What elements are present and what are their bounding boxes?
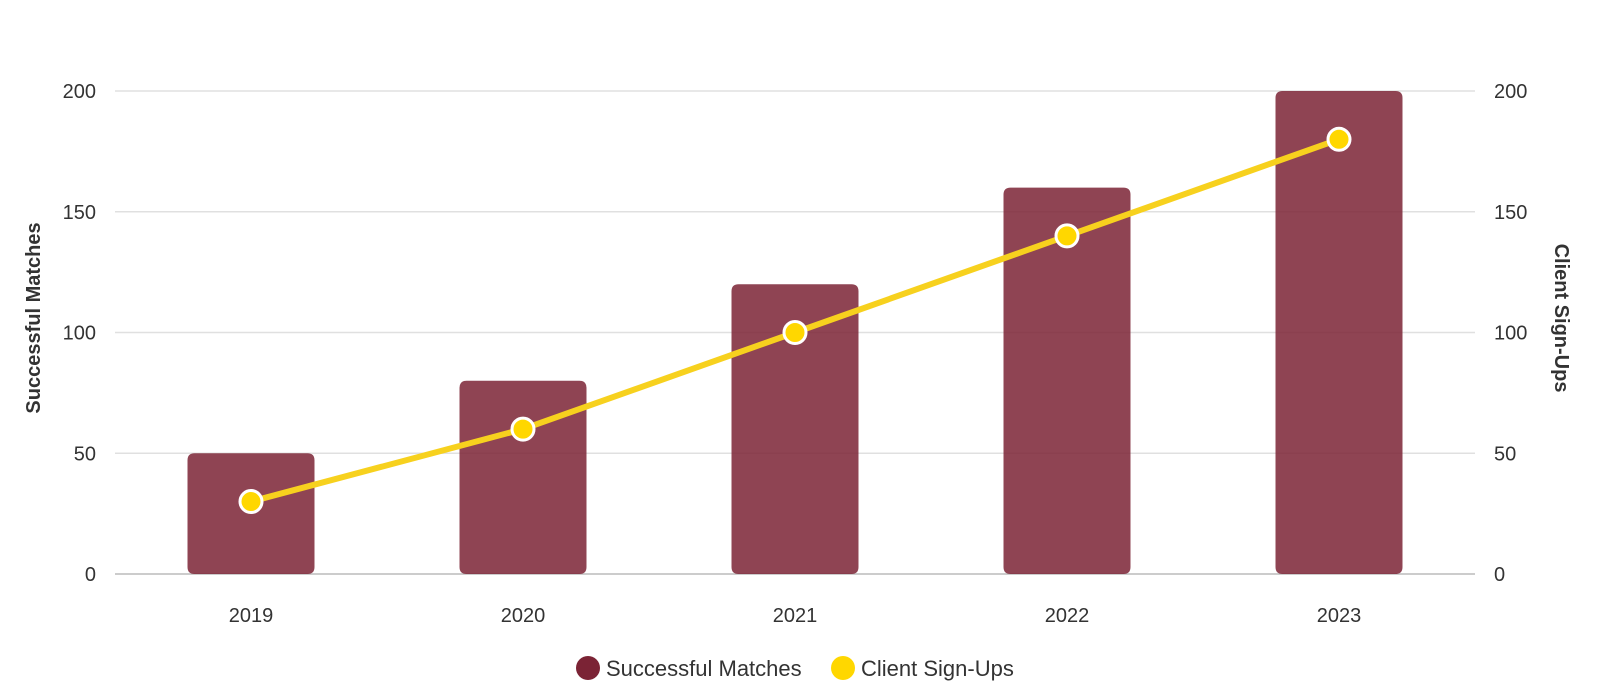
- legend-swatch-client-sign-ups: [831, 656, 855, 680]
- y-tick-label: 200: [63, 81, 96, 103]
- x-tick-label: 2021: [773, 605, 818, 627]
- legend: Successful Matches Client Sign-Ups: [576, 656, 1014, 681]
- y2-tick-label: 0: [1494, 564, 1505, 586]
- line-series: [238, 126, 1352, 515]
- point-2020[interactable]: [510, 416, 536, 442]
- y2-tick-label: 100: [1494, 323, 1527, 345]
- y2-tick-label: 50: [1494, 443, 1516, 465]
- y-axis-title: Successful Matches: [23, 222, 45, 413]
- x-tick-label: 2022: [1045, 605, 1090, 627]
- y-tick-label: 0: [85, 564, 96, 586]
- legend-item-successful-matches[interactable]: Successful Matches: [576, 656, 802, 681]
- x-tick-label: 2023: [1317, 605, 1362, 627]
- legend-label-successful-matches: Successful Matches: [606, 656, 802, 681]
- legend-swatch-successful-matches: [576, 656, 600, 680]
- y-tick-label: 50: [74, 443, 96, 465]
- axes: 0 50 100 150 200 0 50 100 150 200 2019 2020 2021 2022…: [63, 81, 1528, 627]
- legend-label-client-sign-ups: Client Sign-Ups: [861, 656, 1014, 681]
- y-tick-label: 150: [63, 202, 96, 224]
- point-2023[interactable]: [1326, 126, 1352, 152]
- point-2022[interactable]: [1054, 223, 1080, 249]
- x-tick-label: 2020: [501, 605, 546, 627]
- bar-2021[interactable]: [731, 284, 859, 574]
- point-2019[interactable]: [238, 489, 264, 515]
- bar-2020[interactable]: [459, 380, 587, 574]
- y2-tick-label: 200: [1494, 81, 1527, 103]
- bar-2023[interactable]: [1275, 91, 1403, 574]
- y2-tick-label: 150: [1494, 202, 1527, 224]
- point-2021[interactable]: [782, 320, 808, 345]
- y2-axis-title: Client Sign-Ups: [1550, 244, 1572, 393]
- x-tick-label: 2019: [229, 605, 274, 627]
- bar-2022[interactable]: [1003, 187, 1131, 574]
- y-tick-label: 100: [63, 323, 96, 345]
- legend-item-client-sign-ups[interactable]: Client Sign-Ups: [831, 656, 1014, 681]
